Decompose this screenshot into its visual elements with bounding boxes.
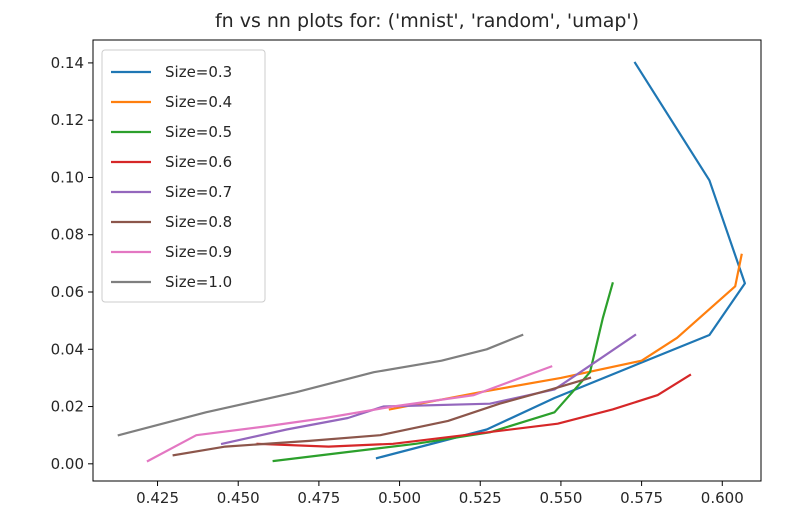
y-tick-label: 0.04 <box>51 340 84 358</box>
legend-label: Size=0.6 <box>165 153 232 171</box>
legend-label: Size=0.7 <box>165 183 232 201</box>
y-tick-label: 0.02 <box>51 398 84 416</box>
x-axis: 0.425 0.450 0.475 0.500 0.525 0.550 0.575 0.600 <box>136 481 744 507</box>
chart-title: fn vs nn plots for: ('mnist', 'random', … <box>215 10 639 32</box>
x-tick-label: 0.600 <box>701 489 744 507</box>
legend-box <box>101 49 266 303</box>
x-tick-label: 0.475 <box>297 489 340 507</box>
y-axis: 0.00 0.02 0.04 0.06 0.08 0.10 0.12 0.14 <box>51 54 93 473</box>
legend-label: Size=0.8 <box>165 213 232 231</box>
x-tick-label: 0.575 <box>620 489 663 507</box>
x-tick-label: 0.525 <box>459 489 502 507</box>
x-tick-label: 0.500 <box>378 489 421 507</box>
x-tick-label: 0.425 <box>136 489 179 507</box>
x-tick-label: 0.450 <box>217 489 260 507</box>
series-line-0 <box>375 61 747 460</box>
legend-label: Size=0.3 <box>165 63 232 81</box>
legend-label: Size=1.0 <box>165 273 232 291</box>
series-line-2 <box>272 282 614 463</box>
plot-lines <box>117 61 747 463</box>
y-tick-label: 0.10 <box>51 168 84 186</box>
plot-frame <box>92 39 762 482</box>
series-line-5 <box>172 376 592 457</box>
x-tick-label: 0.550 <box>539 489 582 507</box>
series-line-4 <box>220 333 637 446</box>
y-tick-label: 0.06 <box>51 283 84 301</box>
series-line-6 <box>146 365 553 463</box>
y-tick-label: 0.12 <box>51 111 84 129</box>
legend-label: Size=0.9 <box>165 243 232 261</box>
y-tick-label: 0.14 <box>51 54 84 72</box>
y-tick-label: 0.08 <box>51 226 84 244</box>
series-line-7 <box>117 333 524 437</box>
legend-label: Size=0.4 <box>165 93 232 111</box>
legend: Size=0.3 Size=0.4 Size=0.5 Size=0.6 Size=0.7… <box>101 49 266 303</box>
legend-label: Size=0.5 <box>165 123 232 141</box>
y-tick-label: 0.00 <box>51 455 84 473</box>
series-line-3 <box>256 373 692 448</box>
